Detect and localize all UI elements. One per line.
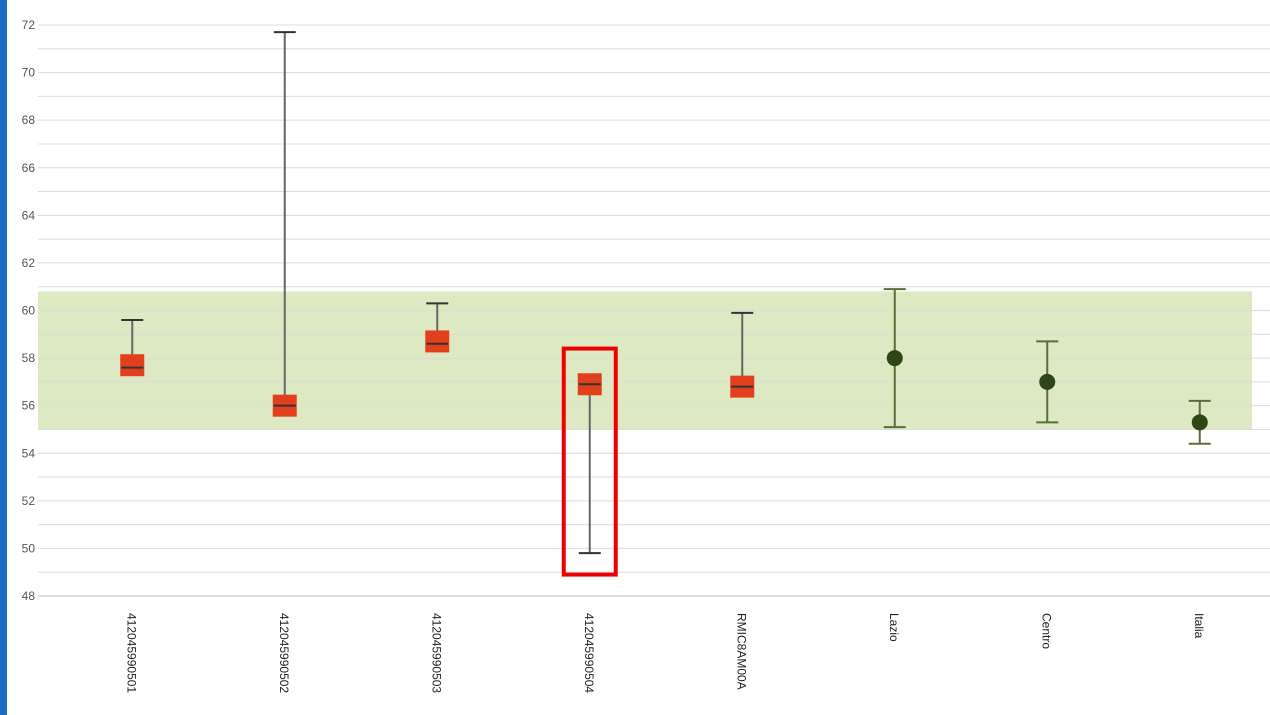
y-tick-label: 66 — [22, 161, 36, 175]
x-tick-label: Lazio — [887, 613, 901, 642]
y-tick-label: 64 — [22, 208, 36, 222]
data-point-412045990502 — [272, 31, 297, 417]
x-tick-label: Centro — [1039, 613, 1053, 649]
data-marks — [120, 31, 1211, 555]
square-marker — [120, 354, 145, 377]
circle-marker — [886, 350, 903, 367]
y-tick-label: 70 — [22, 66, 36, 80]
x-tick-label: 412045990504 — [582, 613, 596, 693]
reference-band-layer — [38, 291, 1252, 430]
x-tick-label: RMIC8AM00A — [734, 613, 748, 690]
x-tick-label: Italia — [1192, 613, 1206, 639]
reference-band — [38, 291, 1252, 430]
y-tick-label: 72 — [22, 18, 36, 32]
y-tick-label: 60 — [22, 304, 36, 318]
y-tick-label: 56 — [22, 399, 36, 413]
gridline-layer — [38, 24, 1270, 573]
x-tick-label: 412045990502 — [277, 613, 291, 693]
y-tick-label: 54 — [22, 446, 36, 460]
y-tick-label: 68 — [22, 113, 36, 127]
circle-marker — [1039, 373, 1056, 390]
data-point-412045990501 — [120, 319, 145, 377]
data-point-RMIC8AM00A — [730, 311, 755, 398]
data-point-Italia — [1188, 399, 1211, 445]
y-tick-label: 58 — [22, 351, 36, 365]
highlight-box — [561, 346, 618, 577]
y-tick-label: 50 — [22, 541, 36, 555]
x-axis-ticks: 412045990501 412045990502 412045990503 4120… — [124, 613, 1206, 693]
data-point-Lazio — [883, 288, 906, 429]
data-point-412045990503 — [425, 302, 450, 353]
y-tick-label: 62 — [22, 256, 36, 270]
square-marker — [425, 330, 450, 353]
left-accent-bar — [0, 0, 7, 715]
x-tick-label: 412045990503 — [429, 613, 443, 693]
y-tick-label: 48 — [22, 589, 36, 603]
data-point-Centro — [1036, 340, 1059, 424]
y-tick-label: 52 — [22, 494, 36, 508]
circle-marker — [1191, 414, 1208, 431]
data-point-412045990504 — [577, 373, 602, 555]
highlight-layer — [561, 346, 618, 577]
x-tick-label: 412045990501 — [124, 613, 138, 693]
y-axis-ticks: 48 50 52 54 56 58 60 62 64 66 68 70 72 — [22, 18, 36, 603]
